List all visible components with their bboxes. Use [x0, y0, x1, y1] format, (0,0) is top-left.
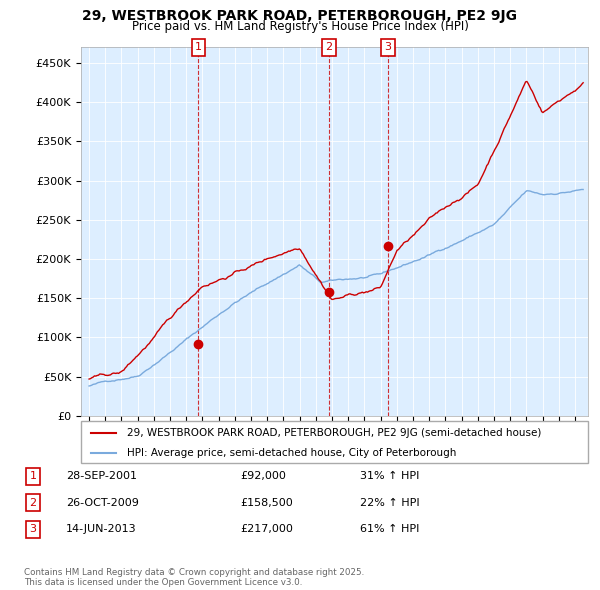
Text: 3: 3 [385, 42, 391, 52]
Text: HPI: Average price, semi-detached house, City of Peterborough: HPI: Average price, semi-detached house,… [127, 448, 456, 457]
Text: £92,000: £92,000 [240, 471, 286, 481]
Text: £158,500: £158,500 [240, 498, 293, 507]
Text: 1: 1 [29, 471, 37, 481]
Text: Contains HM Land Registry data © Crown copyright and database right 2025.
This d: Contains HM Land Registry data © Crown c… [24, 568, 364, 587]
FancyBboxPatch shape [81, 421, 588, 463]
Text: 2: 2 [326, 42, 333, 52]
Text: 1: 1 [195, 42, 202, 52]
Text: 26-OCT-2009: 26-OCT-2009 [66, 498, 139, 507]
Text: 29, WESTBROOK PARK ROAD, PETERBOROUGH, PE2 9JG: 29, WESTBROOK PARK ROAD, PETERBOROUGH, P… [83, 9, 517, 23]
Text: 28-SEP-2001: 28-SEP-2001 [66, 471, 137, 481]
Text: 22% ↑ HPI: 22% ↑ HPI [360, 498, 419, 507]
Text: 2: 2 [29, 498, 37, 507]
Text: Price paid vs. HM Land Registry's House Price Index (HPI): Price paid vs. HM Land Registry's House … [131, 20, 469, 33]
Text: 14-JUN-2013: 14-JUN-2013 [66, 525, 137, 534]
Text: 61% ↑ HPI: 61% ↑ HPI [360, 525, 419, 534]
Text: 31% ↑ HPI: 31% ↑ HPI [360, 471, 419, 481]
Text: 3: 3 [29, 525, 37, 534]
Text: £217,000: £217,000 [240, 525, 293, 534]
Text: 29, WESTBROOK PARK ROAD, PETERBOROUGH, PE2 9JG (semi-detached house): 29, WESTBROOK PARK ROAD, PETERBOROUGH, P… [127, 428, 541, 438]
